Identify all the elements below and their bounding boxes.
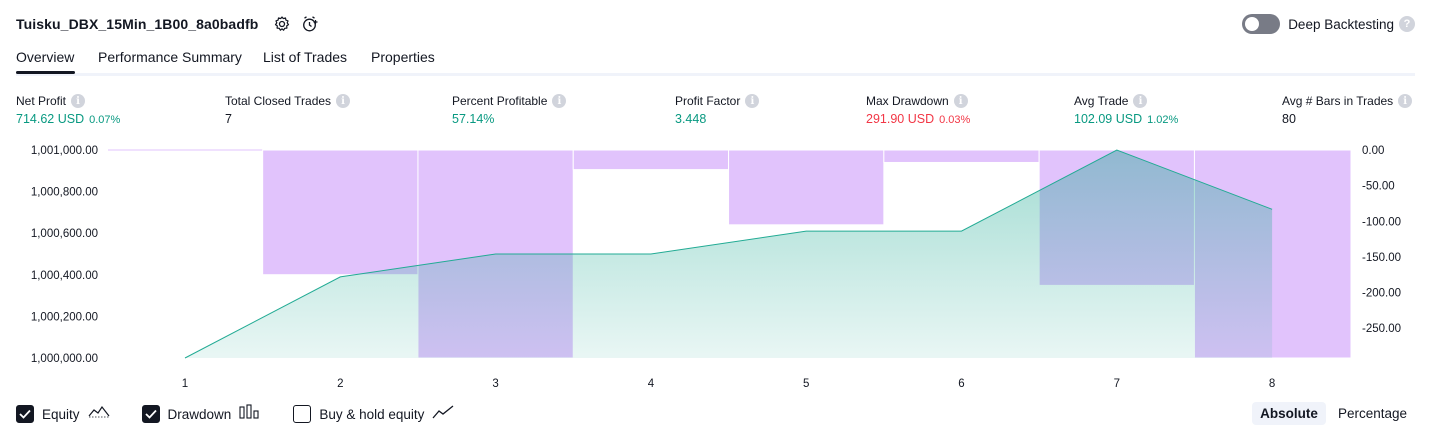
legend-equity-label: Equity [42,406,80,422]
metric-label: Max Drawdown [866,94,949,108]
metric-value: 714.62 USD [16,112,85,126]
left-axis-tick-label: 1,000,000.00 [31,353,98,365]
right-axis-tick-label: -250.00 [1362,323,1401,335]
metric-percent: 0.07% [89,114,121,126]
add-alert-clock-icon[interactable] [300,14,320,34]
metric-net-profit: Net Profit i 714.62 USD 0.07% [16,93,120,126]
metric-profit-factor: Profit Factor i 3.448 [675,93,760,126]
x-axis-tick-label: 1 [182,378,188,390]
tab-list-of-trades[interactable]: List of Trades [263,49,348,65]
equity-drawdown-chart[interactable]: 1,001,000.00 1,000,800.00 1,000,600.00 1,00… [0,140,1431,395]
buy-hold-line-icon [432,404,454,425]
drawdown-bar[interactable] [262,149,419,276]
x-axis-tick-label: 6 [958,378,964,390]
legend-equity[interactable]: Equity [16,404,110,425]
metric-value: 291.90 USD [866,112,935,126]
metric-avg-bars: Avg # Bars in Trades i 80 [1282,93,1413,126]
x-axis-tick-label: 5 [803,378,809,390]
chart-legend: Equity Drawdown Buy & hold equity [16,403,486,425]
info-icon[interactable]: i [1133,94,1148,108]
right-axis-tick-label: -200.00 [1362,288,1401,300]
equity-line-icon [88,404,110,425]
tab-overview[interactable]: Overview [16,49,75,65]
metric-label: Net Profit [16,94,67,108]
metric-label: Avg # Bars in Trades [1282,94,1394,108]
deep-backtesting-label: Deep Backtesting [1288,16,1394,32]
legend-buy-hold-label: Buy & hold equity [319,406,425,422]
x-axis-tick-label: 2 [337,378,343,390]
strategy-title: Tuisku_DBX_15Min_1B00_8a0badfb [16,16,259,32]
absolute-button[interactable]: Absolute [1252,402,1326,425]
legend-drawdown-label: Drawdown [167,406,232,422]
right-axis-tick-label: -100.00 [1362,216,1401,228]
x-axis-tick-label: 4 [648,378,655,390]
drawdown-bar[interactable] [572,149,730,171]
left-axis-tick-label: 1,001,000.00 [31,145,98,157]
buy-hold-checkbox[interactable] [293,405,312,423]
info-icon[interactable]: i [1398,94,1413,108]
metric-max-drawdown: Max Drawdown i 291.90 USD 0.03% [866,93,970,126]
info-icon[interactable]: i [552,94,567,108]
x-axis-tick-label: 3 [492,378,498,390]
tab-properties[interactable]: Properties [371,49,435,65]
value-mode-switch: Absolute Percentage [1248,402,1415,425]
info-icon[interactable]: i [71,94,86,108]
drawdown-bars-icon [239,403,261,425]
left-axis-tick-label: 1,000,400.00 [31,270,98,282]
drawdown-bar[interactable] [728,149,885,226]
metric-percent: 1.02% [1147,114,1179,126]
metric-label: Profit Factor [675,94,741,108]
info-icon[interactable]: i [953,94,968,108]
info-icon[interactable]: i [336,94,351,108]
left-axis-tick-label: 1,000,600.00 [31,228,98,240]
left-axis-tick-label: 1,000,800.00 [31,187,98,199]
gear-icon[interactable] [272,14,292,34]
tab-performance-summary[interactable]: Performance Summary [98,49,242,65]
metric-value: 102.09 USD [1074,112,1143,126]
equity-area [185,150,1273,358]
legend-drawdown[interactable]: Drawdown [141,403,262,425]
right-axis-tick-label: 0.00 [1362,145,1384,157]
metric-avg-trade: Avg Trade i 102.09 USD 1.02% [1074,93,1178,126]
metric-label: Percent Profitable [452,94,548,108]
metric-value: 57.14% [452,112,495,126]
equity-line[interactable] [184,149,1273,359]
metric-value: 7 [225,112,232,126]
active-tab-indicator [16,71,75,74]
metric-label: Avg Trade [1074,94,1129,108]
info-icon[interactable]: i [745,94,760,108]
drawdown-bar[interactable] [883,149,1040,163]
metric-value: 80 [1282,112,1296,126]
help-icon[interactable]: ? [1399,16,1415,32]
right-axis-tick-label: -150.00 [1362,252,1401,264]
deep-backtesting-toggle[interactable] [1242,14,1281,34]
metric-value: 3.448 [675,112,707,126]
metric-label: Total Closed Trades [225,94,332,108]
tab-bar: Overview Performance Summary List of Tra… [16,46,1415,76]
metric-total-closed-trades: Total Closed Trades i 7 [225,93,351,126]
metric-percent: 0.03% [939,114,971,126]
metric-percent-profitable: Percent Profitable i 57.14% [452,93,567,126]
percentage-button[interactable]: Percentage [1337,406,1407,421]
right-axis-tick-label: -50.00 [1362,181,1395,193]
drawdown-checkbox[interactable] [141,405,160,423]
x-axis-tick-label: 8 [1269,378,1275,390]
legend-buy-hold[interactable]: Buy & hold equity [293,404,454,425]
strategy-header: Tuisku_DBX_15Min_1B00_8a0badfb [16,12,320,36]
left-axis-tick-label: 1,000,200.00 [31,311,98,323]
x-axis-tick-label: 7 [1114,378,1120,390]
equity-checkbox[interactable] [16,405,34,423]
deep-backtesting: Deep Backtesting ? [1242,13,1415,35]
